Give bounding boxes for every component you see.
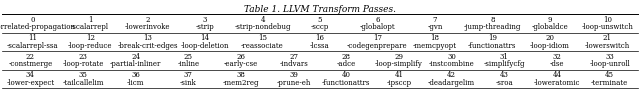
Text: -dse: -dse bbox=[550, 60, 564, 68]
Text: 29: 29 bbox=[394, 53, 403, 61]
Text: -globalopt: -globalopt bbox=[360, 23, 396, 31]
Text: 14: 14 bbox=[200, 34, 209, 42]
Text: 33: 33 bbox=[605, 53, 614, 61]
Text: 45: 45 bbox=[605, 71, 614, 79]
Text: 12: 12 bbox=[86, 34, 95, 42]
Text: 8: 8 bbox=[490, 16, 495, 24]
Text: -jump-threading: -jump-threading bbox=[463, 23, 521, 31]
Text: 7: 7 bbox=[433, 16, 437, 24]
Text: -functionattrs: -functionattrs bbox=[468, 42, 516, 50]
Text: 21: 21 bbox=[603, 34, 612, 42]
Text: -early-cse: -early-cse bbox=[224, 60, 258, 68]
Text: 19: 19 bbox=[488, 34, 497, 42]
Text: 26: 26 bbox=[237, 53, 246, 61]
Text: -licm: -licm bbox=[127, 79, 145, 87]
Text: 17: 17 bbox=[373, 34, 382, 42]
Text: 34: 34 bbox=[26, 71, 35, 79]
Text: 32: 32 bbox=[552, 53, 561, 61]
Text: -loop-rotate: -loop-rotate bbox=[62, 60, 104, 68]
Text: 2: 2 bbox=[145, 16, 150, 24]
Text: -sroa: -sroa bbox=[495, 79, 513, 87]
Text: 27: 27 bbox=[289, 53, 298, 61]
Text: -loop-idiom: -loop-idiom bbox=[530, 42, 570, 50]
Text: -lowerswitch: -lowerswitch bbox=[585, 42, 630, 50]
Text: 5: 5 bbox=[317, 16, 323, 24]
Text: 42: 42 bbox=[447, 71, 456, 79]
Text: -deadargelim: -deadargelim bbox=[428, 79, 476, 87]
Text: 11: 11 bbox=[28, 34, 37, 42]
Text: -ipsccp: -ipsccp bbox=[387, 79, 412, 87]
Text: 15: 15 bbox=[258, 34, 267, 42]
Text: 28: 28 bbox=[342, 53, 351, 61]
Text: -lcssa: -lcssa bbox=[310, 42, 330, 50]
Text: 1: 1 bbox=[88, 16, 92, 24]
Text: -sccp: -sccp bbox=[311, 23, 329, 31]
Text: 39: 39 bbox=[289, 71, 298, 79]
Text: -gvn: -gvn bbox=[428, 23, 443, 31]
Text: -sink: -sink bbox=[180, 79, 196, 87]
Text: -loop-reduce: -loop-reduce bbox=[68, 42, 113, 50]
Text: -break-crit-edges: -break-crit-edges bbox=[117, 42, 178, 50]
Text: -loop-simplify: -loop-simplify bbox=[375, 60, 423, 68]
Text: -globaldce: -globaldce bbox=[531, 23, 568, 31]
Text: 37: 37 bbox=[184, 71, 193, 79]
Text: 31: 31 bbox=[500, 53, 509, 61]
Text: 16: 16 bbox=[316, 34, 324, 42]
Text: -loop-unroll: -loop-unroll bbox=[589, 60, 630, 68]
Text: 30: 30 bbox=[447, 53, 456, 61]
Text: -partial-inliner: -partial-inliner bbox=[110, 60, 161, 68]
Text: -reassociate: -reassociate bbox=[241, 42, 284, 50]
Text: 20: 20 bbox=[545, 34, 554, 42]
Text: -strip-nondebug: -strip-nondebug bbox=[234, 23, 291, 31]
Text: 36: 36 bbox=[131, 71, 140, 79]
Text: 23: 23 bbox=[79, 53, 88, 61]
Text: -prune-eh: -prune-eh bbox=[276, 79, 311, 87]
Text: -strip: -strip bbox=[196, 23, 214, 31]
Text: 40: 40 bbox=[342, 71, 351, 79]
Text: 43: 43 bbox=[500, 71, 509, 79]
Text: 13: 13 bbox=[143, 34, 152, 42]
Text: -inline: -inline bbox=[177, 60, 200, 68]
Text: -mem2reg: -mem2reg bbox=[223, 79, 259, 87]
Text: -lowerinvoke: -lowerinvoke bbox=[125, 23, 170, 31]
Text: -constmerge: -constmerge bbox=[8, 60, 52, 68]
Text: -codegenprepare: -codegenprepare bbox=[347, 42, 408, 50]
Text: 41: 41 bbox=[394, 71, 403, 79]
Text: 6: 6 bbox=[375, 16, 380, 24]
Text: 44: 44 bbox=[552, 71, 561, 79]
Text: 35: 35 bbox=[79, 71, 88, 79]
Text: -loop-deletion: -loop-deletion bbox=[181, 42, 229, 50]
Text: -simplifycfg: -simplifycfg bbox=[484, 60, 525, 68]
Text: -adce: -adce bbox=[337, 60, 356, 68]
Text: -memcpyopt: -memcpyopt bbox=[413, 42, 457, 50]
Text: -correlated-propagation: -correlated-propagation bbox=[0, 23, 76, 31]
Text: 38: 38 bbox=[237, 71, 245, 79]
Text: 10: 10 bbox=[603, 16, 612, 24]
Text: 22: 22 bbox=[26, 53, 35, 61]
Text: -instcombine: -instcombine bbox=[429, 60, 474, 68]
Text: Table 1. LLVM Transform Passes.: Table 1. LLVM Transform Passes. bbox=[244, 5, 396, 14]
Text: 25: 25 bbox=[184, 53, 193, 61]
Text: 4: 4 bbox=[260, 16, 265, 24]
Text: -loweratomic: -loweratomic bbox=[534, 79, 580, 87]
Text: 18: 18 bbox=[431, 34, 440, 42]
Text: 9: 9 bbox=[548, 16, 552, 24]
Text: -tailcallelim: -tailcallelim bbox=[62, 79, 104, 87]
Text: -lower-expect: -lower-expect bbox=[6, 79, 54, 87]
Text: 0: 0 bbox=[31, 16, 35, 24]
Text: -loop-unswitch: -loop-unswitch bbox=[581, 23, 633, 31]
Text: -scalarrepl-ssa: -scalarrepl-ssa bbox=[7, 42, 58, 50]
Text: 3: 3 bbox=[203, 16, 207, 24]
Text: -functionattrs: -functionattrs bbox=[322, 79, 371, 87]
Text: -scalarrepl: -scalarrepl bbox=[71, 23, 109, 31]
Text: 24: 24 bbox=[131, 53, 140, 61]
Text: -indvars: -indvars bbox=[279, 60, 308, 68]
Text: -terminate: -terminate bbox=[591, 79, 628, 87]
